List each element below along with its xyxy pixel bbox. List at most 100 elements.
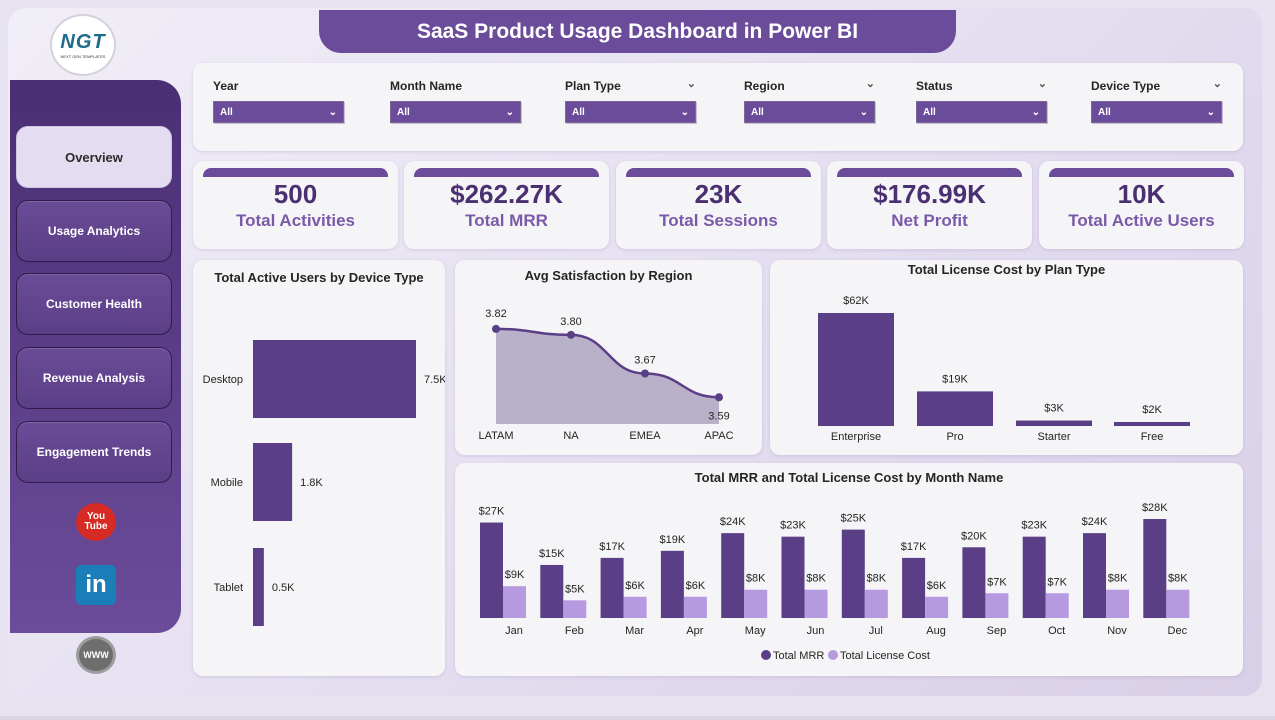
bar-license-oct bbox=[1045, 593, 1069, 618]
bar-license-apr bbox=[683, 596, 707, 618]
data-point bbox=[641, 369, 649, 378]
nav-engagement-trends-button[interactable]: Engagement Trends bbox=[16, 421, 172, 483]
series-line bbox=[495, 327, 720, 399]
bar-mrr-aug bbox=[902, 557, 926, 618]
category-label: Jan bbox=[505, 625, 523, 637]
legend-marker-license bbox=[828, 650, 838, 660]
kpi-card-net-profit: $176.99K Net Profit bbox=[827, 161, 1032, 249]
data-label: $28K bbox=[1142, 502, 1168, 514]
bar-starter bbox=[1016, 420, 1092, 426]
data-label: $2K bbox=[1142, 404, 1162, 416]
data-label: 1.8K bbox=[300, 477, 323, 489]
category-label: Starter bbox=[1037, 431, 1070, 443]
kpi-card-accent bbox=[1049, 168, 1234, 177]
category-label: APAC bbox=[704, 430, 733, 442]
logo-mark: NGT bbox=[60, 31, 106, 53]
youtube-icon[interactable]: You Tube bbox=[76, 503, 116, 541]
slicer-month-value: All bbox=[397, 106, 410, 118]
data-label: 3.82 bbox=[485, 308, 506, 320]
chart-title: Total MRR and Total License Cost by Mont… bbox=[694, 470, 1004, 485]
bottom-strip bbox=[0, 716, 1275, 720]
nav-revenue-analysis-button[interactable]: Revenue Analysis bbox=[16, 347, 172, 409]
slicer-year-label: Year bbox=[213, 79, 239, 93]
bar-license-mar bbox=[623, 596, 647, 618]
slicer-month: Month Name All ⌄ bbox=[390, 79, 521, 123]
data-label: $3K bbox=[1044, 403, 1064, 415]
chevron-down-icon[interactable]: ⌄ bbox=[1037, 78, 1047, 90]
legend-label: Total MRR bbox=[773, 650, 824, 662]
category-label: Aug bbox=[926, 625, 946, 637]
data-label: $6K bbox=[686, 580, 706, 592]
bar-license-jan bbox=[503, 586, 526, 618]
legend-label: Total License Cost bbox=[840, 650, 930, 662]
nav-usage-analytics-button[interactable]: Usage Analytics bbox=[16, 200, 172, 262]
chart-title: Avg Satisfaction by Region bbox=[524, 268, 693, 283]
linkedin-icon[interactable]: in bbox=[76, 565, 116, 605]
kpi-card-accent bbox=[837, 168, 1022, 177]
chevron-down-icon[interactable]: ⌄ bbox=[686, 78, 696, 90]
category-label: Dec bbox=[1168, 625, 1188, 637]
globe-icon[interactable]: WWW bbox=[76, 636, 116, 674]
satisfaction-area-chart: 3.82 LATAM 3.80 NA 3.67 EMEA 3.59 APAC bbox=[478, 308, 733, 442]
slicer-region: Region ⌄ All ⌄ bbox=[744, 78, 875, 123]
kpi-value: $262.27K bbox=[450, 179, 563, 209]
category-label: Mar bbox=[625, 625, 644, 637]
slicer-status: Status ⌄ All ⌄ bbox=[916, 78, 1047, 123]
slicer-year-value: All bbox=[220, 106, 233, 118]
category-label: Sep bbox=[987, 625, 1007, 637]
data-label: $25K bbox=[840, 513, 866, 525]
data-label: $62K bbox=[843, 295, 869, 307]
nav-customer-health-button[interactable]: Customer Health bbox=[16, 273, 172, 335]
bar-pro bbox=[917, 391, 993, 426]
slicer-month-label: Month Name bbox=[390, 79, 462, 93]
slicer-status-dropdown[interactable]: All ⌄ bbox=[916, 101, 1047, 123]
nav-overview-button[interactable]: Overview bbox=[16, 126, 172, 188]
chevron-down-icon[interactable]: ⌄ bbox=[865, 78, 875, 90]
slicer-device-type-dropdown[interactable]: All ⌄ bbox=[1091, 101, 1222, 123]
category-label: Jun bbox=[807, 625, 825, 637]
category-label: Feb bbox=[565, 625, 584, 637]
chart-panel-device-type: Total Active Users by Device Type Deskto… bbox=[193, 260, 445, 676]
slicer-device-type-header: Device Type ⌄ bbox=[1091, 78, 1222, 97]
bar-mrr-sep bbox=[962, 547, 986, 618]
bar-mrr-mar bbox=[600, 557, 624, 618]
monthly-mrr-license-chart: $27K $9K Jan $15K $5K Feb $17K $6K Mar $19K $6K Apr… bbox=[479, 502, 1190, 662]
kpi-caption: Total MRR bbox=[465, 211, 548, 230]
data-label: $15K bbox=[539, 548, 565, 560]
data-label: $8K bbox=[746, 573, 766, 585]
kpi-value: 23K bbox=[694, 179, 743, 209]
data-label: $23K bbox=[1021, 520, 1047, 532]
chart-title: Total License Cost by Plan Type bbox=[907, 262, 1106, 277]
chevron-down-icon[interactable]: ⌄ bbox=[1212, 78, 1222, 90]
globe-text: WWW bbox=[83, 650, 109, 660]
category-label: LATAM bbox=[478, 430, 513, 442]
slicer-device-type-label: Device Type bbox=[1091, 79, 1161, 93]
slicer-plan-type-label: Plan Type bbox=[565, 79, 621, 93]
kpi-caption: Total Activities bbox=[235, 211, 356, 230]
category-label: Enterprise bbox=[831, 431, 881, 443]
data-label: 3.80 bbox=[560, 316, 581, 328]
bar-mrr-nov bbox=[1083, 533, 1106, 618]
data-label: $17K bbox=[901, 541, 927, 553]
chevron-down-icon: ⌄ bbox=[328, 106, 337, 118]
bar-desktop bbox=[253, 340, 416, 418]
category-label: Pro bbox=[946, 431, 963, 443]
kpi-value: 10K bbox=[1117, 179, 1166, 209]
bar-mrr-jan bbox=[480, 522, 503, 618]
category-label: Mobile bbox=[211, 477, 243, 489]
bar-license-jun bbox=[804, 589, 828, 618]
bar-tablet bbox=[253, 548, 264, 626]
category-label: EMEA bbox=[629, 430, 661, 442]
slicer-region-dropdown[interactable]: All ⌄ bbox=[744, 101, 875, 123]
slicer-year-dropdown[interactable]: All ⌄ bbox=[213, 101, 344, 123]
youtube-text-you: You bbox=[86, 511, 106, 522]
slicer-month-dropdown[interactable]: All ⌄ bbox=[390, 101, 521, 123]
slicer-plan-type-dropdown[interactable]: All ⌄ bbox=[565, 101, 696, 123]
bar-mrr-jul bbox=[841, 529, 865, 618]
chart-panel-monthly: Total MRR and Total License Cost by Mont… bbox=[455, 463, 1243, 676]
data-label: 3.59 bbox=[708, 410, 729, 422]
bar-free bbox=[1114, 422, 1190, 426]
chart-panel-satisfaction: Avg Satisfaction by Region 3.82 LATAM 3.80… bbox=[455, 260, 762, 455]
slicer-year: Year All ⌄ bbox=[213, 79, 344, 123]
data-label: $27K bbox=[479, 506, 505, 518]
